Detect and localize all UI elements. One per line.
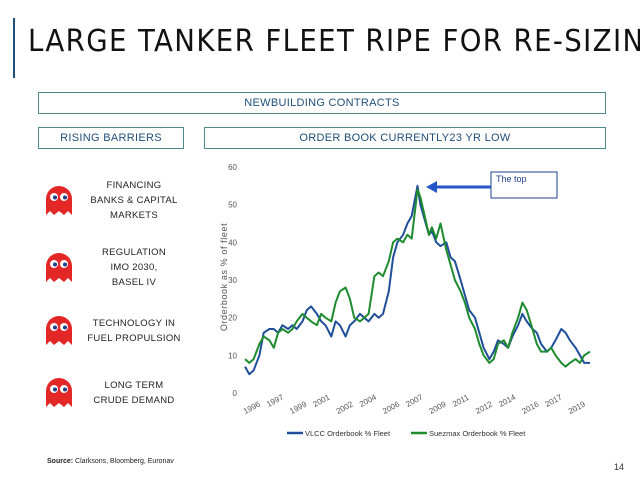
annotation-arrow-head: [426, 181, 437, 193]
x-tick-label: 2006: [381, 399, 401, 416]
x-tick-label: 2002: [335, 399, 355, 416]
order-book-label: ORDER BOOK CURRENTLY23 YR LOW: [299, 132, 511, 144]
barrier-label-financing: FINANCING BANKS & CAPITAL MARKETS: [74, 178, 194, 223]
x-tick-label: 2004: [358, 392, 378, 409]
barrier-item-regulation: REGULATION IMO 2030, BASEL IV: [44, 245, 194, 290]
barrier-line: FINANCING: [106, 180, 162, 191]
barrier-line: FUEL PROPULSION: [87, 333, 181, 344]
y-tick-label: 10: [228, 351, 237, 360]
source-text: Clarksons, Bloomberg, Euronav: [75, 458, 174, 465]
x-tick-label: 2011: [451, 393, 471, 409]
barrier-label-crude-demand: LONG TERM CRUDE DEMAND: [74, 378, 194, 408]
y-tick-label: 60: [228, 163, 237, 172]
newbuilding-contracts-box: NEWBUILDING CONTRACTS: [38, 92, 606, 114]
legend-label-vlcc: VLCC Orderbook % Fleet: [305, 429, 391, 438]
source-label: Source:: [47, 458, 74, 465]
barrier-line: REGULATION: [101, 247, 167, 258]
barrier-item-financing: FINANCING BANKS & CAPITAL MARKETS: [44, 178, 194, 223]
annotation-text: The top: [496, 174, 527, 184]
ghost-icon: [46, 378, 72, 407]
ghost-icon: [46, 185, 72, 215]
y-tick-label: 40: [228, 238, 237, 247]
ghost-icon: [46, 316, 72, 345]
y-tick-label: 30: [228, 276, 237, 285]
x-tick-label: 2012: [474, 399, 494, 416]
y-tick-label: 50: [228, 201, 237, 210]
barrier-line: MARKETS: [109, 210, 159, 221]
x-tick-label: 1997: [265, 392, 285, 409]
title-accent-bar: [13, 18, 15, 78]
page-number: 14: [613, 462, 624, 472]
chart-legend: VLCC Orderbook % Fleet Suezmax Orderbook…: [287, 429, 526, 438]
barrier-line: CRUDE DEMAND: [93, 395, 175, 406]
x-tick-label: 2009: [428, 399, 448, 416]
barrier-item-technology: TECHNOLOGY IN FUEL PROPULSION: [44, 315, 194, 347]
barrier-line: IMO 2030,: [110, 262, 158, 273]
x-tick-label: 1999: [288, 399, 308, 416]
barrier-line: BASEL IV: [111, 277, 157, 288]
rising-barriers-box: RISING BARRIERS: [38, 127, 184, 149]
y-tick-label: 20: [228, 314, 237, 323]
x-tick-label: 2007: [404, 392, 424, 409]
barrier-item-crude-demand: LONG TERM CRUDE DEMAND: [44, 377, 194, 409]
series-line-suezmax: [244, 188, 591, 368]
ghost-icon: [46, 252, 72, 282]
source-note: Source: Clarksons, Bloomberg, Euronav: [47, 458, 174, 465]
x-tick-label: 2017: [544, 392, 564, 409]
barrier-line: TECHNOLOGY IN: [92, 318, 176, 329]
y-tick-label: 0: [233, 389, 238, 398]
order-book-box: ORDER BOOK CURRENTLY23 YR LOW: [204, 127, 606, 149]
top-annotation: The top: [426, 171, 558, 199]
x-tick-label: 2014: [497, 392, 517, 409]
x-tick-label: 2016: [520, 399, 540, 416]
newbuilding-contracts-label: NEWBUILDING CONTRACTS: [244, 97, 400, 109]
x-tick-label: 2019: [567, 399, 587, 416]
barrier-line: LONG TERM: [104, 380, 164, 391]
legend-label-suezmax: Suezmax Orderbook % Fleet: [429, 429, 526, 438]
barrier-line: BANKS & CAPITAL: [90, 195, 178, 206]
barrier-label-regulation: REGULATION IMO 2030, BASEL IV: [74, 245, 194, 290]
slide-title: LARGE TANKER FLEET RIPE FOR RE-SIZING: [28, 24, 640, 59]
rising-barriers-label: RISING BARRIERS: [60, 132, 162, 144]
x-tick-label: 2001: [311, 392, 331, 409]
barrier-label-technology: TECHNOLOGY IN FUEL PROPULSION: [74, 316, 194, 346]
y-axis-label: Orderbook as % of fleet: [219, 223, 229, 331]
x-tick-label: 1996: [242, 399, 262, 416]
annotation-box: [490, 171, 558, 199]
